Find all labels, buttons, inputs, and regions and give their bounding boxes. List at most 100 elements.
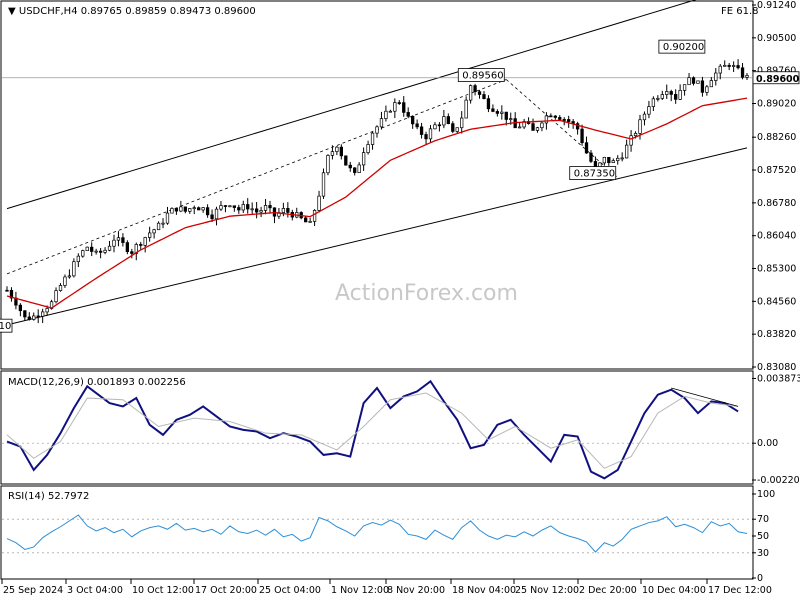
- candle: [188, 208, 192, 214]
- candle: [72, 258, 76, 278]
- header-open: 0.89765: [81, 6, 122, 17]
- candle-body: [509, 118, 513, 120]
- candle: [36, 309, 40, 324]
- candle: [477, 90, 482, 99]
- candle-body: [691, 77, 696, 84]
- candle-body: [424, 134, 428, 140]
- candle-body: [700, 80, 705, 93]
- candle: [415, 119, 419, 130]
- candle-body: [366, 144, 370, 153]
- candle-body: [674, 94, 678, 100]
- candle: [580, 124, 584, 146]
- candle-body: [63, 276, 67, 286]
- candle-body: [241, 204, 245, 211]
- candle-body: [411, 115, 415, 125]
- candle: [406, 107, 410, 119]
- x-tick-label: 17 Oct 20:00: [195, 585, 257, 596]
- candle-body: [116, 237, 121, 241]
- header-info: ▼ USDCHF,H4 0.89765 0.89859 0.89473 0.89…: [8, 6, 256, 17]
- candle: [428, 125, 433, 143]
- candle-body: [107, 245, 112, 251]
- candle: [518, 122, 522, 129]
- candle-body: [433, 124, 437, 130]
- candle-body: [174, 208, 179, 212]
- candle: [500, 105, 504, 120]
- candle: [143, 236, 147, 253]
- candle-body: [36, 315, 40, 318]
- candle: [446, 113, 450, 125]
- candle-body: [201, 207, 205, 211]
- candle: [286, 202, 290, 218]
- candle-body: [455, 127, 459, 132]
- candle-body: [451, 123, 455, 132]
- header-symbol: USDCHF,H4: [19, 6, 78, 17]
- candle: [67, 269, 72, 279]
- candle-body: [179, 206, 183, 212]
- candle: [402, 96, 406, 117]
- candle-body: [518, 126, 522, 129]
- candle-body: [335, 146, 339, 152]
- candle: [424, 131, 428, 145]
- candle-body: [121, 237, 125, 243]
- candle: [687, 73, 691, 86]
- rsi-layer: [2, 514, 752, 554]
- candle-body: [491, 108, 495, 112]
- candle-body: [629, 135, 633, 146]
- rsi-label: RSI(14) 52.7972: [8, 491, 89, 502]
- candle-body: [148, 232, 152, 238]
- candle-body: [705, 86, 709, 93]
- candle: [254, 201, 259, 219]
- x-tick-label: 3 Oct 04:00: [67, 585, 123, 596]
- candle-body: [370, 132, 375, 145]
- candle: [442, 109, 446, 129]
- candle-body: [214, 208, 219, 220]
- rsi-tick-label: 30: [757, 548, 769, 559]
- candle: [553, 115, 557, 120]
- candle: [370, 131, 375, 150]
- candle: [183, 206, 187, 214]
- candle: [179, 200, 183, 213]
- candle-body: [254, 208, 259, 213]
- candle: [214, 206, 219, 226]
- candle: [41, 308, 45, 324]
- candle: [656, 95, 660, 102]
- rsi-line: [6, 514, 748, 553]
- candle: [107, 240, 112, 252]
- candle: [589, 150, 593, 164]
- price-tick-label: 0.89760: [757, 66, 796, 77]
- candle: [130, 248, 134, 259]
- candle-body: [98, 250, 103, 253]
- price-tick-label: 0.84560: [757, 296, 796, 307]
- candle: [223, 205, 228, 213]
- candle: [714, 68, 718, 86]
- price-label-1: 0.90200: [658, 39, 706, 54]
- price-label-text: 0.87350: [574, 169, 615, 180]
- x-tick-label: 25 Nov 12:00: [515, 585, 579, 596]
- candle-body: [745, 75, 749, 78]
- header-triangle-icon: ▼: [8, 6, 19, 17]
- macd-line: [6, 379, 739, 480]
- candle: [540, 121, 544, 132]
- candle: [740, 63, 745, 80]
- candle: [718, 64, 722, 80]
- price-label-box: [457, 68, 505, 82]
- candle: [103, 247, 107, 255]
- candle-body: [607, 156, 611, 164]
- candle-body: [620, 157, 624, 160]
- candle-body: [415, 123, 419, 128]
- price-label-box: [569, 166, 617, 180]
- candle: [616, 155, 620, 165]
- candle-body: [477, 91, 482, 95]
- candle-body: [419, 126, 424, 135]
- price-tick-label: 0.83820: [757, 329, 796, 340]
- candle: [584, 136, 589, 154]
- candle: [76, 253, 80, 268]
- price-label-text: 0.83910: [0, 321, 11, 332]
- candle: [27, 312, 31, 321]
- candle: [366, 140, 370, 155]
- candle-body: [246, 204, 250, 210]
- candle: [361, 147, 366, 171]
- candle: [353, 167, 357, 176]
- candle-body: [54, 290, 58, 303]
